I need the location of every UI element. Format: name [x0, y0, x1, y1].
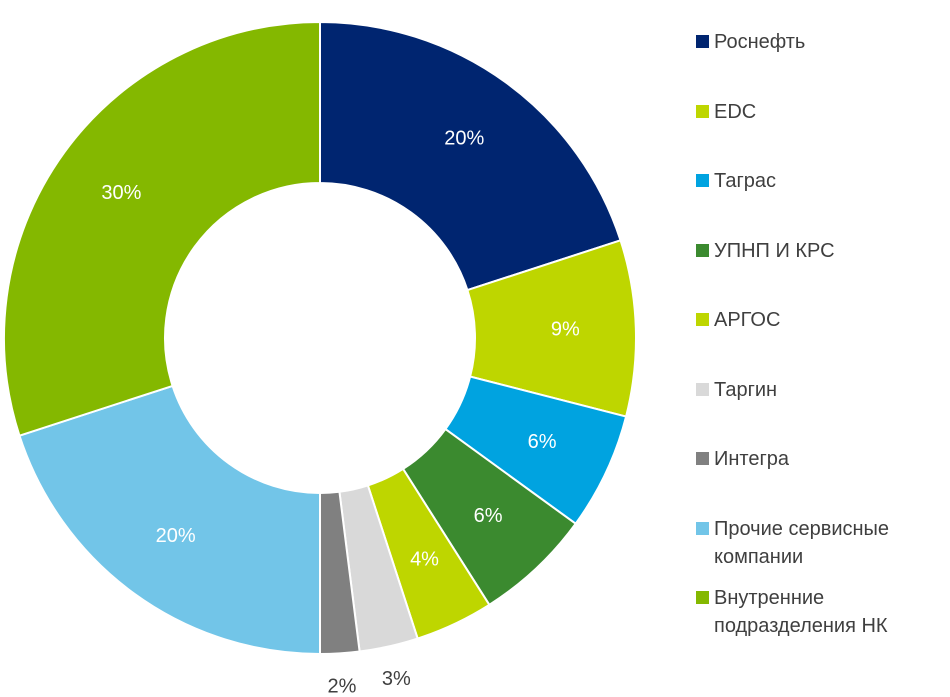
legend-label: Таграс	[714, 170, 776, 192]
data-label: 4%	[410, 548, 439, 570]
legend-swatch	[696, 104, 709, 118]
legend-swatch	[696, 35, 709, 48]
legend-item: Интегра	[696, 445, 950, 473]
legend-label: АРГОС	[714, 309, 781, 331]
data-label: 30%	[101, 182, 141, 204]
legend-label: Роснефть	[714, 31, 806, 53]
data-label: 20%	[156, 525, 196, 547]
legend-item: АРГОС	[696, 306, 950, 334]
legend-item: Прочие сервисные компании	[696, 515, 950, 571]
legend-swatch	[696, 521, 709, 535]
legend-item: Роснефть	[696, 28, 950, 56]
legend-label: Интегра	[714, 448, 790, 470]
legend-label: Внутренние подразделения НК	[714, 587, 888, 637]
legend-item: EDC	[696, 98, 950, 126]
legend-item: Таграс	[696, 167, 950, 195]
data-label: 9%	[551, 319, 580, 341]
data-label: 3%	[382, 668, 411, 690]
legend-item: Таргин	[696, 376, 950, 404]
data-label: 6%	[528, 431, 557, 453]
legend-label: Таргин	[714, 378, 778, 401]
donut-slice	[3, 20, 321, 437]
legend-label: УПНП И КРС	[714, 239, 835, 262]
chart: 20% 9% 6% 6% 4% 3% 2% 20% 30%	[3, 20, 637, 697]
legend-item: Внутренние подразделения НК	[696, 584, 950, 640]
legend-label: Прочие сервисные компании	[714, 517, 890, 568]
legend-swatch	[696, 382, 709, 396]
data-label: 20%	[444, 128, 484, 150]
legend-swatch	[696, 591, 709, 604]
donut-slice	[18, 384, 321, 656]
legend-swatch	[696, 243, 709, 257]
legend-swatch	[696, 174, 709, 187]
data-label: 2%	[328, 676, 357, 697]
legend-swatch	[696, 452, 709, 465]
data-label: 6%	[474, 505, 503, 527]
legend-swatch	[696, 313, 709, 326]
legend-item: УПНП И КРС	[696, 237, 950, 265]
legend-label: EDC	[714, 100, 757, 123]
donut-slice	[319, 20, 622, 292]
